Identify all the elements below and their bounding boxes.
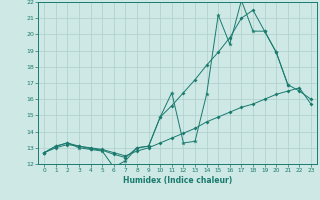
X-axis label: Humidex (Indice chaleur): Humidex (Indice chaleur): [123, 176, 232, 185]
